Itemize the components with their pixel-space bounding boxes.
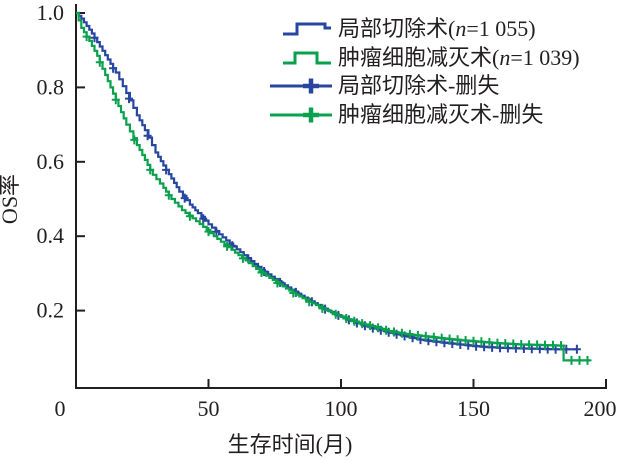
legend-label: 局部切除术-删失 xyxy=(338,75,499,97)
legend-key xyxy=(269,76,335,96)
legend-key-step-green-icon xyxy=(283,51,331,65)
legend-item-cytoreductive: 肿瘤细胞减灭术(n=1 039) xyxy=(269,44,580,73)
legend: 局部切除术(n=1 055) 肿瘤细胞减灭术(n=1 039) 局部切除术-删失 xyxy=(269,15,580,129)
legend-label: 肿瘤细胞减灭术-删失 xyxy=(338,104,543,126)
legend-key-censor-blue-icon xyxy=(270,78,332,94)
legend-text: 肿瘤细胞减灭术-删失 xyxy=(338,102,544,128)
y-tick-label: 0.2 xyxy=(37,298,65,323)
legend-key xyxy=(269,19,335,39)
legend-label: 局部切除术(n=1 055) xyxy=(338,18,536,40)
axis-ticks: 0 50 100 150 200 0.2 0.4 0.6 0.8 1.0 xyxy=(37,0,617,421)
legend-item-local-excision: 局部切除术(n=1 055) xyxy=(269,15,580,44)
x-tick-label: 150 xyxy=(457,396,490,421)
legend-n-var: n xyxy=(499,44,511,70)
y-tick-label: 1.0 xyxy=(37,0,65,25)
y-tick-label: 0.8 xyxy=(37,74,65,99)
x-tick-label: 0 xyxy=(55,396,66,421)
x-tick-label: 200 xyxy=(584,396,617,421)
legend-text: =1 039) xyxy=(510,44,580,70)
legend-label: 肿瘤细胞减灭术(n=1 039) xyxy=(338,44,580,70)
legend-key-censor-green-icon xyxy=(270,107,332,123)
legend-key xyxy=(269,105,335,125)
x-axis-title: 生存时间(月) xyxy=(228,432,353,457)
legend-text: =1 055) xyxy=(466,16,536,42)
y-tick-label: 0.4 xyxy=(37,223,65,248)
legend-item-local-excision-censored: 局部切除术-删失 xyxy=(269,72,580,101)
legend-text: 局部切除术( xyxy=(338,16,456,42)
legend-key xyxy=(269,48,335,68)
survival-curves xyxy=(76,11,592,365)
legend-item-cytoreductive-censored: 肿瘤细胞减灭术-删失 xyxy=(269,101,580,130)
y-axis-title: OS率 xyxy=(0,174,22,224)
legend-n-var: n xyxy=(455,16,467,42)
legend-key-step-blue-icon xyxy=(283,22,331,36)
y-tick-label: 0.6 xyxy=(37,149,65,174)
x-tick-label: 50 xyxy=(198,396,220,421)
censor-marks-green xyxy=(82,32,592,365)
x-tick-label: 100 xyxy=(325,396,358,421)
legend-text: 局部切除术-删失 xyxy=(338,73,500,99)
legend-text: 肿瘤细胞减灭术( xyxy=(338,44,500,70)
